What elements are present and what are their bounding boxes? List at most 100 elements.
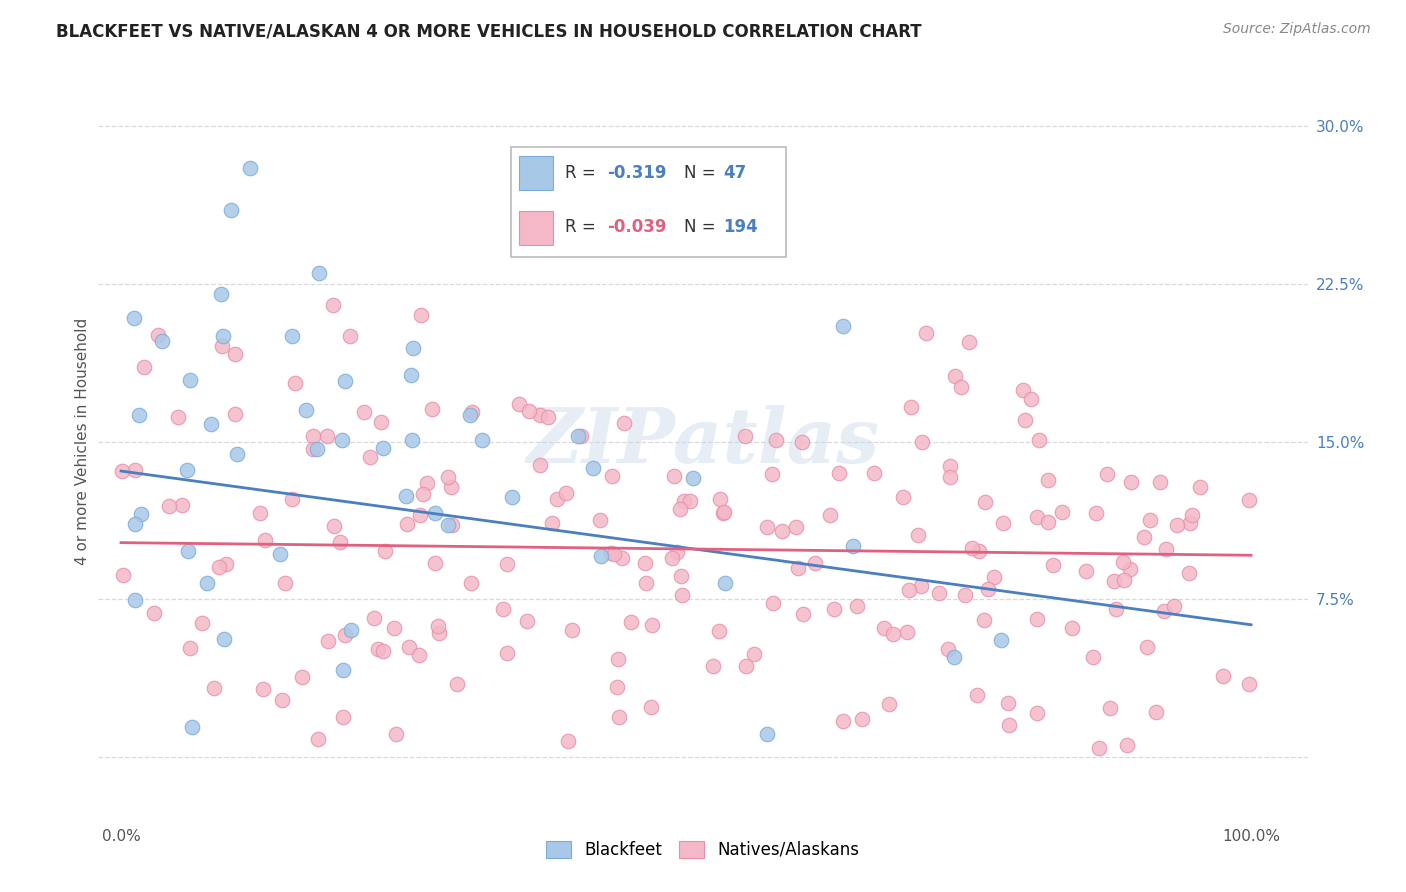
Point (301, 442, 323, 457)
Point (371, 441, 394, 455)
Point (1189, 480, 1212, 494)
Point (209, 287, 232, 301)
Point (396, 516, 419, 531)
Point (600, 468, 623, 483)
Point (1060, 621, 1083, 635)
Point (669, 569, 692, 583)
Point (124, 311, 146, 326)
Point (591, 549, 613, 563)
Point (959, 334, 981, 349)
Point (517, 403, 540, 417)
Point (938, 642, 960, 657)
Point (1144, 705, 1167, 719)
Point (713, 505, 735, 519)
Point (702, 658, 724, 673)
Point (1095, 467, 1118, 482)
Point (709, 492, 731, 507)
Point (409, 508, 432, 523)
Point (1212, 669, 1234, 683)
Point (254, 533, 277, 548)
Point (879, 697, 901, 711)
Point (1042, 558, 1064, 572)
Point (492, 602, 515, 616)
Text: Source: ZipAtlas.com: Source: ZipAtlas.com (1223, 22, 1371, 37)
Point (284, 376, 307, 391)
Point (827, 466, 849, 480)
Point (412, 487, 434, 501)
Point (765, 433, 787, 447)
Point (471, 434, 494, 448)
Point (363, 611, 385, 625)
Point (340, 623, 363, 637)
Point (897, 583, 920, 598)
Text: -0.319: -0.319 (607, 163, 666, 182)
Point (634, 556, 657, 570)
Point (851, 712, 873, 726)
Point (333, 375, 356, 389)
Point (110, 464, 132, 478)
Point (1014, 413, 1036, 427)
FancyBboxPatch shape (510, 147, 786, 257)
Point (967, 544, 990, 558)
Point (818, 508, 841, 523)
Text: 47: 47 (724, 163, 747, 182)
Point (408, 648, 430, 662)
Point (437, 518, 460, 533)
Point (157, 499, 180, 513)
Point (1121, 475, 1143, 490)
Point (915, 326, 938, 340)
Point (540, 516, 562, 530)
Point (664, 468, 686, 483)
Point (402, 341, 425, 355)
Text: N =: N = (683, 218, 721, 236)
Point (557, 733, 579, 747)
Point (790, 435, 813, 450)
Point (271, 693, 294, 707)
Point (215, 557, 238, 571)
Point (997, 697, 1019, 711)
Point (128, 408, 150, 422)
Point (804, 557, 827, 571)
Point (1028, 433, 1050, 447)
Point (273, 576, 295, 591)
Point (416, 476, 439, 491)
Point (762, 596, 785, 610)
Point (1112, 555, 1135, 569)
Point (202, 681, 225, 695)
Point (561, 623, 583, 637)
Point (607, 710, 630, 724)
Point (882, 627, 904, 641)
Point (537, 410, 560, 425)
Point (496, 557, 519, 571)
Point (516, 614, 538, 628)
Point (142, 606, 165, 620)
Point (910, 579, 932, 593)
Point (281, 491, 304, 506)
Point (1153, 604, 1175, 618)
Point (181, 720, 204, 734)
Point (332, 710, 354, 724)
Point (440, 480, 463, 494)
Point (1102, 574, 1125, 589)
Point (252, 682, 274, 697)
Point (600, 546, 623, 560)
Point (682, 471, 704, 485)
Point (200, 417, 222, 432)
Point (671, 588, 693, 602)
Point (1166, 518, 1188, 533)
Point (755, 519, 778, 533)
Point (167, 410, 190, 425)
Point (401, 433, 423, 447)
Point (770, 524, 793, 538)
Point (129, 507, 152, 521)
Point (792, 607, 814, 621)
Point (1019, 392, 1042, 406)
Point (896, 624, 918, 639)
Point (1163, 599, 1185, 613)
Point (496, 646, 519, 660)
Point (124, 463, 146, 477)
Point (1036, 473, 1059, 487)
Point (823, 602, 845, 616)
Point (711, 507, 734, 521)
Point (589, 512, 612, 526)
